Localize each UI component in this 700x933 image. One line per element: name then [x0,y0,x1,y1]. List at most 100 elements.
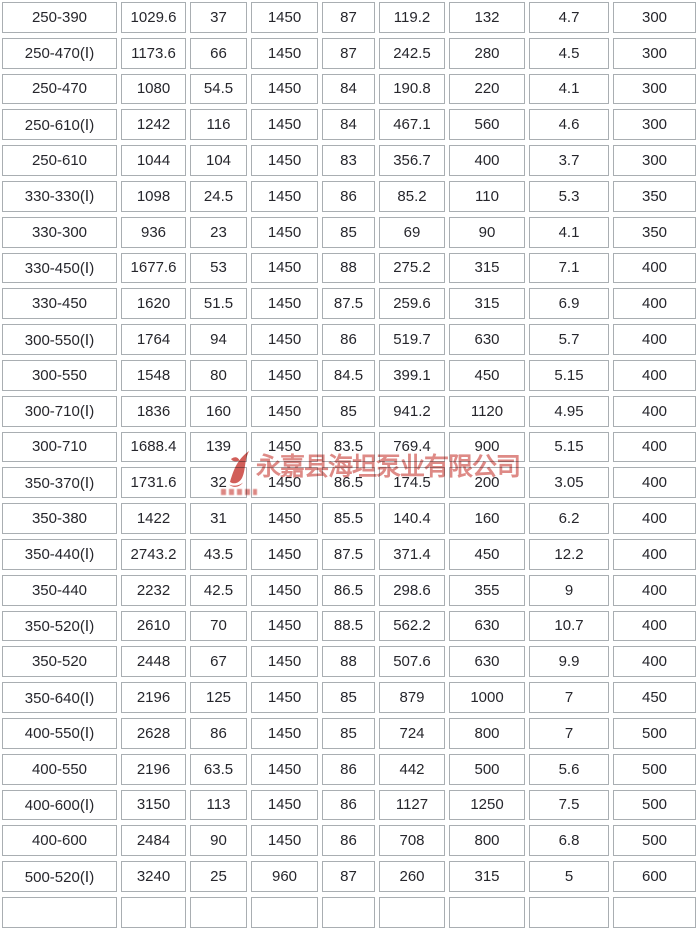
table-cell: 3240 [121,861,186,892]
table-cell: 87 [322,861,375,892]
table-cell: 300 [613,109,696,141]
table-cell: 400 [613,467,696,499]
table-row: 350-440(Ⅰ) 2743.2 43.5 1450 87.5 371.4 450 12.2… [2,538,696,570]
table-cell: 400 [613,359,696,391]
table-cell: 2743.2 [121,538,186,570]
table-cell: 1764 [121,324,186,355]
table-cell: 600 [613,861,696,892]
table-cell: 1450 [251,538,318,570]
table-cell: 200 [449,467,525,499]
table-cell: 330-300 [2,216,117,248]
table-cell: 1000 [449,682,525,713]
table-cell: 800 [449,717,525,749]
table-cell: 300 [613,145,696,176]
table-cell: 400 [613,324,696,355]
table-cell: 2232 [121,574,186,606]
table-cell: 86.5 [322,467,375,499]
table-cell: 1450 [251,359,318,391]
table-cell: 315 [449,288,525,320]
table-cell: 83 [322,145,375,176]
table-row: 350-640(Ⅰ) 2196 125 1450 85 879 1000 7 450 [2,682,696,713]
table-cell: 260 [379,861,445,892]
table-cell: 500 [449,753,525,785]
table-row: 330-300 936 23 1450 85 69 90 4.1 350 [2,216,696,248]
table-cell: 1677.6 [121,252,186,284]
table-cell [190,896,247,928]
table-cell: 80 [190,359,247,391]
table-cell: 94 [190,324,247,355]
table-cell: 400 [613,431,696,463]
table-cell: 250-390 [2,2,117,33]
table-cell: 1450 [251,288,318,320]
table-cell: 116 [190,109,247,141]
table-cell [613,896,696,928]
table-cell: 350-440 [2,574,117,606]
table-cell: 356.7 [379,145,445,176]
table-cell: 140.4 [379,503,445,534]
table-row: 250-470(Ⅰ) 1173.6 66 1450 87 242.5 280 4.5 300 [2,37,696,69]
table-cell: 300-710 [2,431,117,463]
table-cell: 10.7 [529,610,609,642]
table-cell: 90 [190,825,247,857]
table-cell: 630 [449,646,525,678]
table-cell: 1450 [251,395,318,427]
table-cell: 5.15 [529,431,609,463]
table-cell: 9.9 [529,646,609,678]
table-cell [251,896,318,928]
table-cell: 85 [322,216,375,248]
table-cell: 6.9 [529,288,609,320]
table-cell: 1450 [251,574,318,606]
table-cell: 1120 [449,395,525,427]
table-cell: 2628 [121,717,186,749]
table-cell: 7.5 [529,789,609,821]
table-cell: 298.6 [379,574,445,606]
table-cell: 1836 [121,395,186,427]
table-cell: 3150 [121,789,186,821]
table-row: 350-520(Ⅰ) 2610 70 1450 88.5 562.2 630 10.7 400 [2,610,696,642]
table-cell: 500-520(Ⅰ) [2,861,117,892]
table-cell: 9 [529,574,609,606]
table-cell: 250-610 [2,145,117,176]
table-cell: 66 [190,37,247,69]
table-cell: 1450 [251,252,318,284]
table-row: 350-440 2232 42.5 1450 86.5 298.6 355 9 400 [2,574,696,606]
table-cell: 67 [190,646,247,678]
table-cell: 2484 [121,825,186,857]
table-cell: 160 [190,395,247,427]
table-cell: 250-610(Ⅰ) [2,109,117,141]
table-row: 350-370(Ⅰ) 1731.6 32 1450 86.5 174.5 200 3.05 40… [2,467,696,499]
table-cell: 467.1 [379,109,445,141]
table-cell: 1450 [251,467,318,499]
table-cell: 1450 [251,2,318,33]
table-cell: 400 [613,646,696,678]
table-cell: 4.6 [529,109,609,141]
table-cell: 399.1 [379,359,445,391]
table-cell: 400-550(Ⅰ) [2,717,117,749]
table-cell: 1242 [121,109,186,141]
table-cell: 960 [251,861,318,892]
table-cell: 442 [379,753,445,785]
table-row-partial [2,896,696,928]
table-cell: 350-380 [2,503,117,534]
table-cell: 1450 [251,503,318,534]
table-row: 300-710(Ⅰ) 1836 160 1450 85 941.2 1120 4.95 400 [2,395,696,427]
table-cell: 113 [190,789,247,821]
table-cell: 371.4 [379,538,445,570]
table-cell: 400 [613,574,696,606]
table-cell: 507.6 [379,646,445,678]
table-cell: 1450 [251,717,318,749]
table-cell: 4.5 [529,37,609,69]
table-cell: 1450 [251,109,318,141]
table-cell: 1450 [251,825,318,857]
table-cell: 562.2 [379,610,445,642]
table-cell: 132 [449,2,525,33]
table-cell: 315 [449,861,525,892]
table-cell: 139 [190,431,247,463]
table-cell: 42.5 [190,574,247,606]
table-cell: 1450 [251,753,318,785]
table-row: 250-470 1080 54.5 1450 84 190.8 220 4.1 300 [2,73,696,105]
table-cell: 1450 [251,37,318,69]
table-cell: 88 [322,252,375,284]
table-cell: 32 [190,467,247,499]
